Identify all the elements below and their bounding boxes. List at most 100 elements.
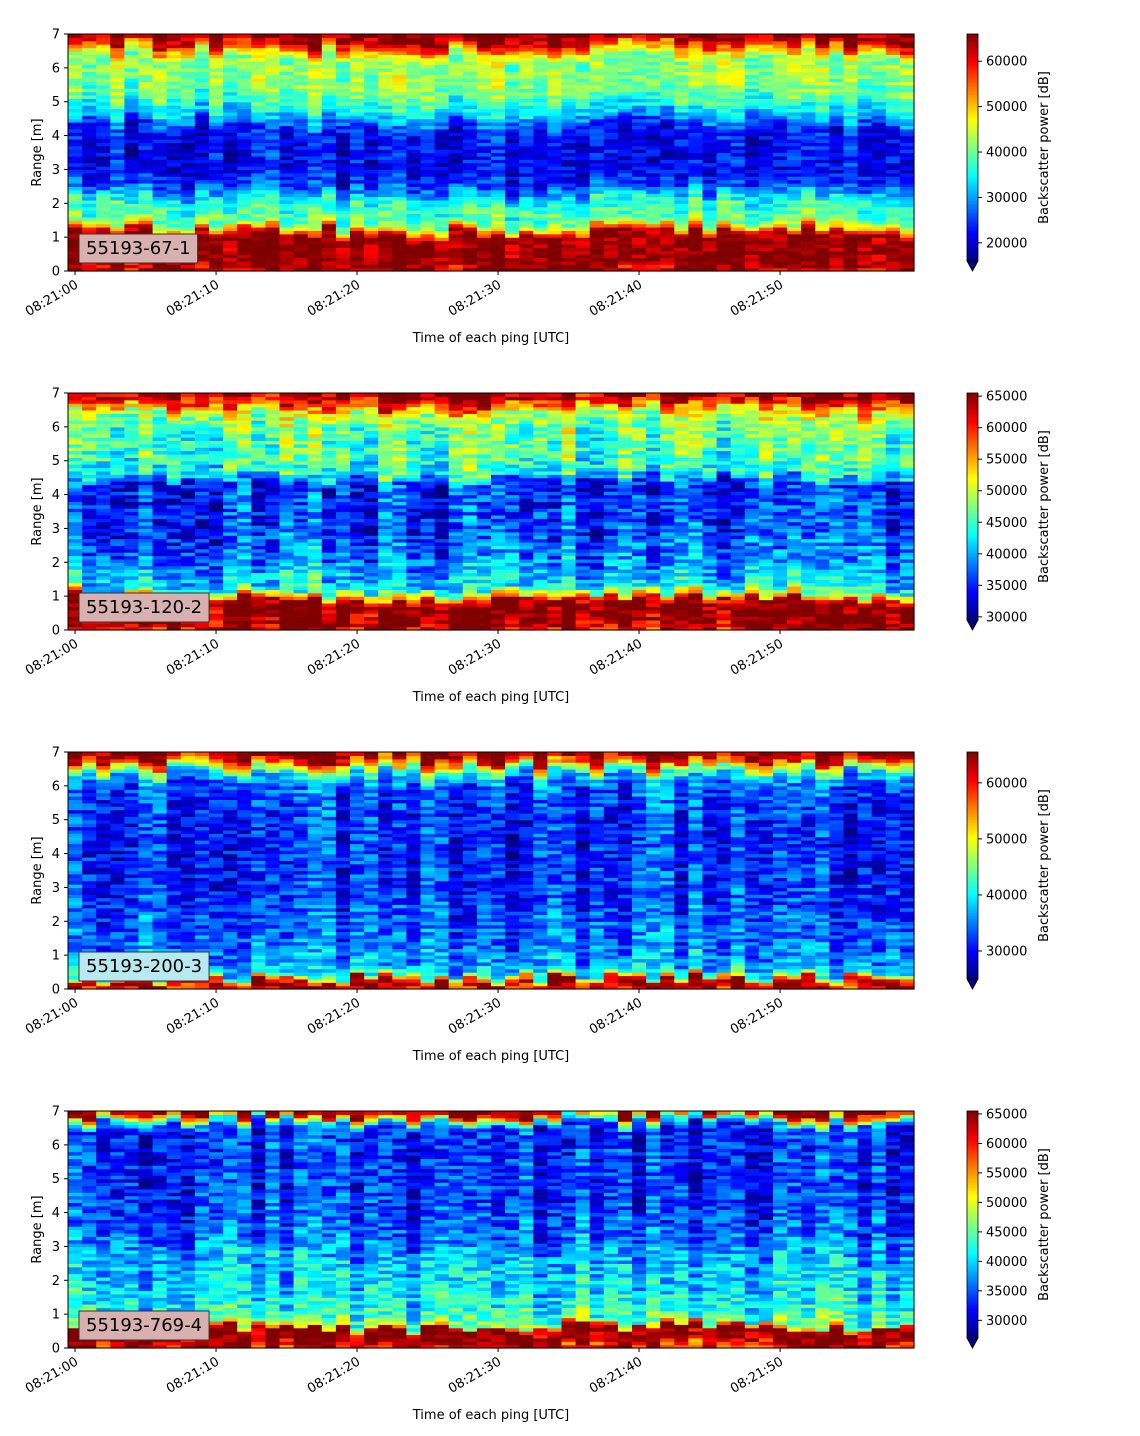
heatmap-cell [350, 189, 365, 194]
heatmap-cell [96, 182, 111, 187]
heatmap-cell [223, 78, 238, 82]
heatmap-cell [617, 64, 633, 69]
heatmap-cell [321, 223, 337, 228]
heatmap-cell [335, 230, 351, 235]
heatmap-cell [138, 531, 154, 536]
heatmap-cell [646, 203, 661, 208]
heatmap-cell [787, 132, 802, 137]
heatmap-cell [209, 105, 224, 110]
heatmap-cell [110, 582, 125, 587]
heatmap-cell [505, 88, 520, 93]
heatmap-cell [420, 172, 436, 177]
heatmap-cell [646, 210, 661, 215]
heatmap-cell [420, 176, 436, 181]
heatmap-cell [505, 108, 520, 113]
heatmap-cell [392, 230, 407, 235]
heatmap-cell [885, 216, 901, 221]
heatmap-cell [688, 91, 704, 96]
heatmap-cell [420, 237, 436, 242]
heatmap-cell [787, 257, 802, 262]
heatmap-cell [307, 159, 323, 164]
heatmap-cell [801, 172, 816, 177]
heatmap-cell [885, 34, 901, 38]
heatmap-cell [350, 155, 365, 160]
heatmap-cell [96, 562, 111, 567]
heatmap-cell [96, 162, 111, 167]
heatmap-cell [533, 40, 548, 45]
heatmap-cell [378, 149, 393, 154]
heatmap-cell [124, 558, 140, 563]
heatmap-cell [448, 34, 464, 38]
heatmap-cell [505, 105, 520, 110]
heatmap-cell [321, 220, 337, 225]
heatmap-cell [68, 545, 83, 550]
heatmap-cell [773, 138, 788, 143]
heatmap-cell [617, 125, 633, 130]
heatmap-cell [110, 558, 125, 563]
heatmap-cell [561, 34, 577, 38]
heatmap-cell [448, 162, 464, 167]
heatmap-cell [96, 470, 111, 475]
heatmap-cell [68, 240, 83, 245]
heatmap-cell [434, 240, 450, 245]
heatmap-cell [547, 257, 563, 262]
heatmap-cell [787, 179, 802, 184]
heatmap-cell [787, 182, 802, 187]
heatmap-cell [321, 91, 337, 96]
heatmap-cell [702, 257, 718, 262]
heatmap-cell [688, 84, 704, 89]
heatmap-cell [561, 213, 577, 218]
heatmap-cell [110, 220, 125, 225]
heatmap-cell [476, 254, 492, 259]
heatmap-cell [716, 206, 732, 211]
heatmap-cell [152, 575, 168, 580]
heatmap-cell [82, 57, 97, 62]
heatmap-cell [180, 477, 196, 482]
heatmap-cell [82, 210, 97, 215]
heatmap-cell [547, 138, 563, 143]
x-axis-label: Time of each ping [UTC] [412, 331, 570, 346]
heatmap-cell [899, 50, 915, 55]
heatmap-cell [843, 199, 859, 204]
heatmap-cell [335, 108, 351, 113]
heatmap-cell [885, 98, 901, 103]
heatmap-cell [392, 78, 407, 82]
heatmap-cell [575, 216, 591, 221]
heatmap-cell [307, 162, 323, 167]
heatmap-cell [364, 132, 379, 137]
heatmap-cell [279, 122, 295, 127]
heatmap-cell [632, 155, 647, 160]
heatmap-cell [68, 521, 83, 526]
colorbar-segment [967, 113, 978, 116]
heatmap-cell [237, 189, 252, 194]
colorbar-segment [967, 100, 978, 103]
heatmap-cell [547, 243, 563, 248]
heatmap-cell [660, 169, 675, 174]
heatmap-cell [223, 172, 238, 177]
heatmap-cell [82, 135, 97, 140]
heatmap-cell [603, 189, 619, 194]
heatmap-cell [829, 257, 845, 262]
heatmap-cell [476, 179, 492, 184]
heatmap-cell [632, 250, 647, 255]
heatmap-cell [124, 541, 140, 546]
heatmap-cell [237, 243, 252, 248]
heatmap-cell [829, 34, 845, 38]
heatmap-cell [632, 125, 647, 130]
heatmap-cell [152, 393, 168, 397]
heatmap-cell [364, 264, 379, 269]
heatmap-cell [335, 88, 351, 93]
heatmap-cell [279, 74, 295, 79]
heatmap-cell [632, 105, 647, 110]
heatmap-cell [773, 216, 788, 221]
heatmap-cell [815, 247, 830, 252]
heatmap-cell [166, 101, 182, 106]
heatmap-cell [223, 108, 238, 113]
heatmap-cell [152, 206, 168, 211]
heatmap-cell [787, 172, 802, 177]
heatmap-cell [209, 88, 224, 93]
heatmap-cell [688, 179, 704, 184]
heatmap-cell [702, 40, 718, 45]
heatmap-cell [787, 34, 802, 38]
heatmap-cell [787, 233, 802, 238]
